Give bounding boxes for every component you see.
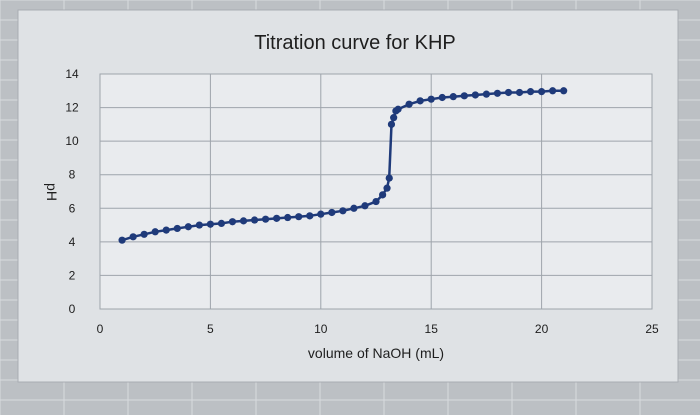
data-point: [372, 197, 380, 206]
data-point: [284, 213, 292, 222]
data-point: [560, 87, 568, 95]
data-point: [549, 87, 557, 95]
data-point: [361, 202, 369, 210]
data-point: [416, 97, 424, 105]
x-tick-label: 10: [314, 322, 328, 336]
x-axis-ticks: 0 5 10 15 20 25: [97, 322, 659, 336]
y-tick-label: 12: [65, 101, 79, 115]
x-tick-label: 0: [97, 322, 104, 336]
data-point: [471, 91, 479, 99]
data-point: [449, 93, 457, 101]
data-point: [184, 223, 192, 231]
data-point: [538, 88, 546, 96]
data-point: [239, 217, 248, 225]
data-point: [250, 216, 259, 224]
data-point: [515, 88, 524, 97]
data-point: [390, 114, 398, 122]
data-point: [195, 221, 203, 229]
x-tick-label: 15: [425, 322, 439, 336]
chart-title: Titration curve for KHP: [254, 32, 456, 54]
data-point: [427, 95, 435, 103]
data-point: [350, 204, 358, 212]
y-tick-label: 2: [69, 268, 76, 282]
x-tick-label: 25: [645, 322, 659, 336]
x-tick-label: 5: [207, 322, 214, 336]
y-tick-label: 10: [65, 134, 79, 148]
y-tick-label: 0: [69, 302, 76, 316]
data-point: [228, 218, 237, 226]
data-point: [504, 88, 513, 97]
data-point: [206, 220, 214, 228]
y-tick-label: 6: [69, 201, 76, 215]
data-point: [339, 207, 347, 215]
y-tick-label: 4: [69, 235, 76, 249]
data-point: [387, 120, 396, 128]
y-axis-title: pH: [44, 183, 60, 201]
data-point: [493, 89, 502, 97]
data-point: [217, 219, 226, 227]
plot-area: [99, 73, 653, 310]
data-point: [383, 184, 391, 192]
data-point: [295, 213, 303, 221]
data-point: [129, 233, 137, 241]
data-point: [273, 214, 281, 222]
data-point: [482, 90, 490, 98]
series-layer: [118, 87, 568, 244]
data-point: [306, 212, 314, 220]
series-line: [121, 89, 564, 242]
data-point: [460, 92, 468, 100]
y-tick-label: 14: [65, 67, 79, 81]
data-point: [526, 88, 535, 96]
data-point: [385, 174, 393, 182]
gridlines: [99, 73, 653, 310]
data-point: [173, 224, 181, 233]
data-point: [405, 100, 413, 108]
data-point: [317, 210, 325, 218]
data-point: [394, 105, 402, 113]
data-point: [118, 236, 126, 244]
x-tick-label: 20: [535, 322, 549, 336]
data-point: [438, 93, 446, 102]
data-point: [379, 191, 387, 199]
data-point: [151, 228, 159, 236]
y-axis-ticks: 0 2 4 6 8 10 12 14: [65, 67, 79, 316]
data-point: [162, 226, 170, 234]
data-point: [140, 230, 148, 238]
data-point: [328, 208, 336, 217]
data-point: [262, 215, 270, 223]
x-axis-title: volume of NaOH (mL): [308, 345, 444, 361]
y-tick-label: 8: [69, 168, 76, 182]
